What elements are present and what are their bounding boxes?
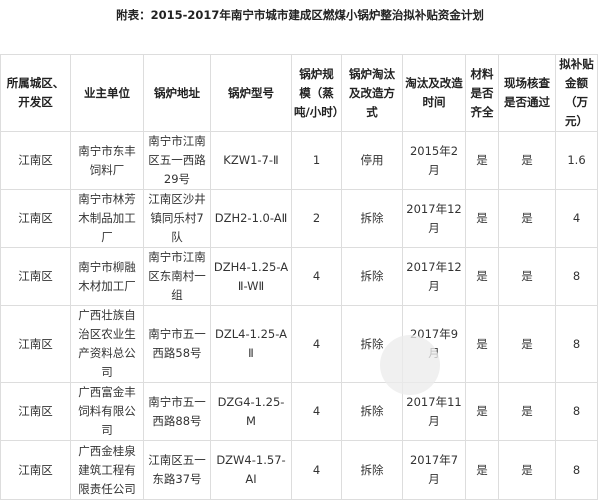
cell-time: 2017年11月 — [402, 382, 466, 441]
cell-capacity: 2 — [291, 189, 342, 248]
cell-district: 江南区 — [0, 189, 71, 248]
cell-materials: 是 — [465, 382, 499, 441]
cell-inspection: 是 — [498, 247, 556, 306]
cell-capacity: 4 — [291, 247, 342, 306]
cell-owner: 广西金桂泉建筑工程有限责任公司 — [70, 440, 144, 500]
col-header-address: 锅炉地址 — [143, 54, 211, 132]
cell-model: DZH4-1.25-AⅡ-WⅡ — [210, 247, 292, 306]
cell-district: 江南区 — [0, 305, 71, 383]
cell-time: 2017年12月 — [402, 189, 466, 248]
table-row: 江南区 广西金桂泉建筑工程有限责任公司 江南区五一东路37号 DZW4-1.57-AI… — [0, 440, 598, 500]
cell-address: 南宁市江南区五一西路29号 — [143, 131, 211, 190]
cell-district: 江南区 — [0, 131, 71, 190]
cell-inspection: 是 — [498, 440, 556, 500]
col-header-model: 锅炉型号 — [210, 54, 292, 132]
cell-inspection: 是 — [498, 305, 556, 383]
cell-model: KZW1-7-Ⅱ — [210, 131, 292, 190]
cell-inspection: 是 — [498, 131, 556, 190]
cell-time: 2017年7月 — [402, 440, 466, 500]
cell-owner: 广西富金丰饲料有限公司 — [70, 382, 144, 441]
header-row: 所属城区、开发区 业主单位 锅炉地址 锅炉型号 锅炉规模（蒸吨/小时） 锅炉淘汰… — [0, 54, 598, 132]
cell-method: 拆除 — [341, 382, 403, 441]
table-row: 江南区 广西富金丰饲料有限公司 南宁市五一西路88号 DZG4-1.25-M 4 拆除 20… — [0, 382, 598, 441]
cell-owner: 广西壮族自治区农业生产资料总公司 — [70, 305, 144, 383]
cell-model: DZG4-1.25-M — [210, 382, 292, 441]
cell-capacity: 1 — [291, 131, 342, 190]
cell-address: 江南区沙井镇同乐村7队 — [143, 189, 211, 248]
table-row: 江南区 南宁市东丰饲料厂 南宁市江南区五一西路29号 KZW1-7-Ⅱ 1 停用 2015年… — [0, 131, 598, 190]
cell-inspection: 是 — [498, 189, 556, 248]
cell-method: 拆除 — [341, 440, 403, 500]
cell-owner: 南宁市柳融木材加工厂 — [70, 247, 144, 306]
cell-materials: 是 — [465, 247, 499, 306]
col-header-inspection: 现场核查是否通过 — [498, 54, 556, 132]
cell-address: 江南区五一东路37号 — [143, 440, 211, 500]
col-header-owner: 业主单位 — [70, 54, 144, 132]
col-header-district: 所属城区、开发区 — [0, 54, 71, 132]
cell-method: 停用 — [341, 131, 403, 190]
cell-materials: 是 — [465, 440, 499, 500]
cell-address: 南宁市江南区东南村一组 — [143, 247, 211, 306]
table-row: 江南区 广西壮族自治区农业生产资料总公司 南宁市五一西路58号 DZL4-1.25-A… — [0, 305, 598, 383]
cell-time: 2015年2月 — [402, 131, 466, 190]
col-header-materials: 材料是否齐全 — [465, 54, 499, 132]
cell-subsidy: 4 — [555, 189, 598, 248]
cell-capacity: 4 — [291, 382, 342, 441]
col-header-time: 淘汰及改造时间 — [402, 54, 466, 132]
cell-method: 拆除 — [341, 305, 403, 383]
cell-materials: 是 — [465, 305, 499, 383]
cell-subsidy: 8 — [555, 440, 598, 500]
cell-district: 江南区 — [0, 440, 71, 500]
cell-subsidy: 8 — [555, 247, 598, 306]
cell-district: 江南区 — [0, 382, 71, 441]
cell-subsidy: 8 — [555, 382, 598, 441]
document-title: 附表：2015-2017年南宁市城市建成区燃煤小锅炉整治拟补贴资金计划 — [116, 8, 484, 22]
cell-model: DZL4-1.25-AⅡ — [210, 305, 292, 383]
cell-materials: 是 — [465, 131, 499, 190]
table-row: 江南区 南宁市林芳木制品加工厂 江南区沙井镇同乐村7队 DZH2-1.0-AⅡ 2 拆除 2… — [0, 189, 598, 248]
cell-district: 江南区 — [0, 247, 71, 306]
cell-time: 2017年9月 — [402, 305, 466, 383]
cell-capacity: 4 — [291, 440, 342, 500]
cell-method: 拆除 — [341, 247, 403, 306]
cell-subsidy: 1.6 — [555, 131, 598, 190]
cell-model: DZW4-1.57-AI — [210, 440, 292, 500]
cell-model: DZH2-1.0-AⅡ — [210, 189, 292, 248]
cell-owner: 南宁市林芳木制品加工厂 — [70, 189, 144, 248]
cell-address: 南宁市五一西路58号 — [143, 305, 211, 383]
col-header-method: 锅炉淘汰及改造方式 — [341, 54, 403, 132]
cell-materials: 是 — [465, 189, 499, 248]
col-header-subsidy: 拟补贴金额（万元） — [555, 54, 598, 132]
cell-time: 2017年12月 — [402, 247, 466, 306]
cell-address: 南宁市五一西路88号 — [143, 382, 211, 441]
cell-inspection: 是 — [498, 382, 556, 441]
cell-capacity: 4 — [291, 305, 342, 383]
col-header-capacity: 锅炉规模（蒸吨/小时） — [291, 54, 344, 132]
cell-subsidy: 8 — [555, 305, 598, 383]
table-row: 江南区 南宁市柳融木材加工厂 南宁市江南区东南村一组 DZH4-1.25-AⅡ-WⅡ 4… — [0, 247, 598, 306]
subsidy-plan-table: 所属城区、开发区 业主单位 锅炉地址 锅炉型号 锅炉规模（蒸吨/小时） 锅炉淘汰… — [0, 54, 598, 500]
cell-method: 拆除 — [341, 189, 403, 248]
cell-owner: 南宁市东丰饲料厂 — [70, 131, 144, 190]
